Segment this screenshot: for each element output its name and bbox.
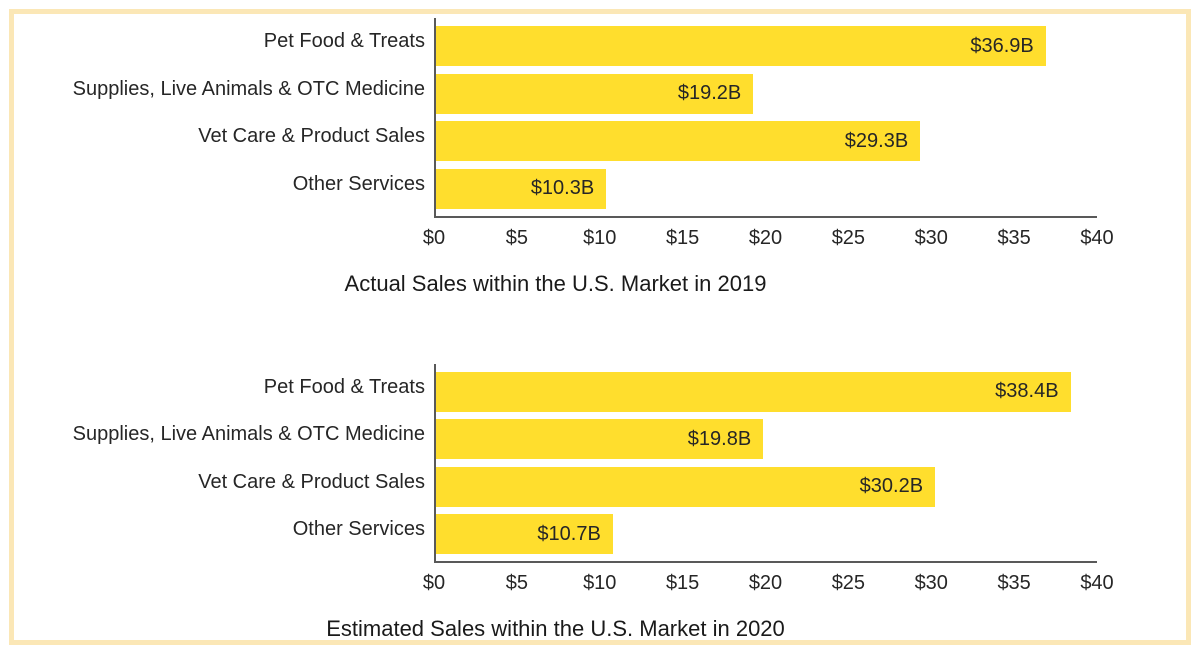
axis-tick-label: $20 xyxy=(748,572,783,594)
category-label: Vet Care & Product Sales xyxy=(198,470,425,493)
bar: $38.4B xyxy=(436,371,1071,412)
axis-tick-label: $15 xyxy=(665,572,700,594)
value-label: $30.2B xyxy=(859,475,924,498)
value-label: $10.3B xyxy=(530,177,595,200)
chart-title: Estimated Sales within the U.S. Market i… xyxy=(326,616,785,641)
axis-tick-label: $30 xyxy=(914,226,948,249)
bar: $30.2B xyxy=(436,466,936,507)
value-label: $10.7B xyxy=(537,522,601,545)
value-label: $19.2B xyxy=(677,82,742,105)
bar-row: $29.3B xyxy=(436,118,1097,166)
bar-row: $30.2B xyxy=(436,463,1097,511)
value-label: $19.8B xyxy=(687,427,752,450)
axis-tick-label: $25 xyxy=(831,226,866,249)
bar-row: $36.9B xyxy=(436,23,1097,71)
category-label: Pet Food & Treats xyxy=(263,375,425,398)
chart-title: Actual Sales within the U.S. Market in 2… xyxy=(344,270,767,296)
axis-tick-label: $40 xyxy=(1080,226,1114,249)
axis-tick-label: $5 xyxy=(505,226,528,249)
category-label: Supplies, Live Animals & OTC Medicine xyxy=(72,77,425,100)
bar-row: $38.4B xyxy=(436,368,1097,416)
axis-tick-label: $0 xyxy=(422,572,446,594)
value-label: $38.4B xyxy=(995,380,1059,403)
axis-tick-label: $35 xyxy=(997,226,1031,249)
axis-tick-label: $35 xyxy=(997,572,1031,594)
x-axis-tick-row: $0 $5 $10 $15 $20 $25 $30 $35 $40 xyxy=(423,218,1114,249)
category-labels-column: Pet Food & Treats Supplies, Live Animals … xyxy=(14,18,434,218)
bar: $19.2B xyxy=(436,73,754,114)
bar: $10.3B xyxy=(436,168,607,209)
axis-tick-label: $5 xyxy=(505,572,528,594)
figure-frame: Pet Food & Treats Supplies, Live Animals … xyxy=(9,9,1191,645)
plot-area: $36.9B $19.2B $29.3B $10.3B xyxy=(434,18,1097,218)
bar-chart-2020: Pet Food & Treats Supplies, Live Animals … xyxy=(14,363,1186,643)
bar: $29.3B xyxy=(436,121,921,162)
category-label: Pet Food & Treats xyxy=(263,30,425,53)
category-labels-column: Pet Food & Treats Supplies, Live Animals … xyxy=(14,364,434,564)
bar-chart-2019: Pet Food & Treats Supplies, Live Animals … xyxy=(14,18,1186,297)
bar-row: $19.8B xyxy=(436,416,1097,464)
axis-tick-label: $10 xyxy=(583,572,617,594)
x-axis-tick-row: $0 $5 $10 $15 $20 $25 $30 $35 $40 xyxy=(423,563,1114,594)
category-label: Supplies, Live Animals & OTC Medicine xyxy=(72,423,425,446)
chart-body: Pet Food & Treats Supplies, Live Animals … xyxy=(14,363,1186,564)
axis-tick-label: $20 xyxy=(748,226,783,249)
bar: $10.7B xyxy=(436,514,613,555)
bar: $36.9B xyxy=(436,26,1046,67)
category-label: Other Services xyxy=(292,518,425,541)
value-label: $36.9B xyxy=(970,34,1034,57)
category-label: Other Services xyxy=(292,172,425,195)
bar: $19.8B xyxy=(436,419,764,460)
axis-tick-label: $15 xyxy=(665,226,700,249)
bar-row: $19.2B xyxy=(436,70,1097,118)
axis-tick-label: $25 xyxy=(831,572,866,594)
category-label: Vet Care & Product Sales xyxy=(198,125,425,148)
bar-row: $10.3B xyxy=(436,165,1097,213)
chart-body: Pet Food & Treats Supplies, Live Animals … xyxy=(14,18,1186,218)
bar-row: $10.7B xyxy=(436,511,1097,559)
value-label: $29.3B xyxy=(844,129,909,152)
plot-area: $38.4B $19.8B $30.2B $10.7B xyxy=(434,363,1097,563)
axis-tick-label: $30 xyxy=(914,572,948,594)
axis-tick-label: $10 xyxy=(583,226,617,249)
axis-tick-label: $40 xyxy=(1080,572,1114,594)
axis-tick-label: $0 xyxy=(422,226,446,249)
